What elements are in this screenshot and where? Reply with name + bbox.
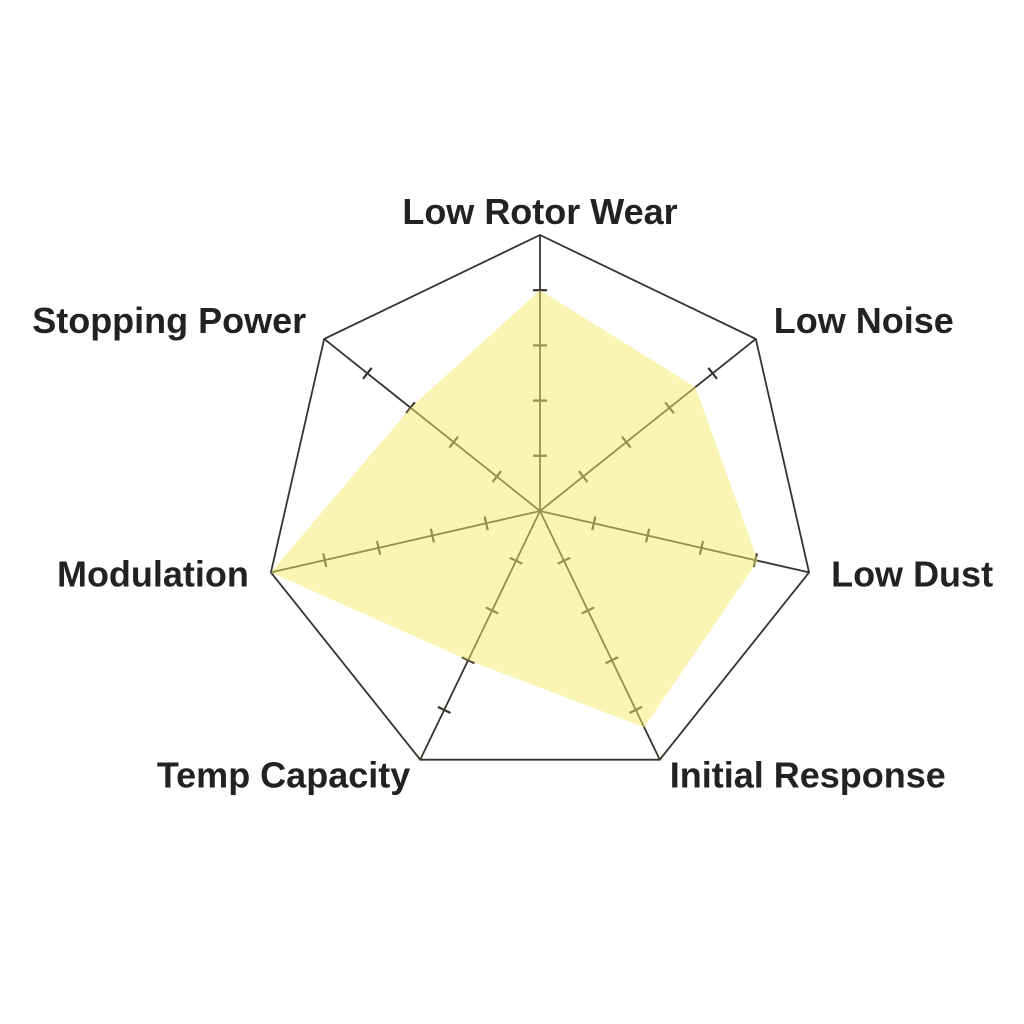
svg-text:Temp Capacity: Temp Capacity bbox=[157, 755, 410, 796]
svg-text:Initial Response: Initial Response bbox=[670, 755, 946, 796]
svg-text:Low Noise: Low Noise bbox=[774, 300, 954, 341]
svg-text:Low Dust: Low Dust bbox=[831, 553, 993, 594]
svg-text:Stopping Power: Stopping Power bbox=[32, 300, 306, 341]
svg-text:Low Rotor Wear: Low Rotor Wear bbox=[402, 191, 677, 232]
svg-text:Modulation: Modulation bbox=[57, 553, 249, 594]
